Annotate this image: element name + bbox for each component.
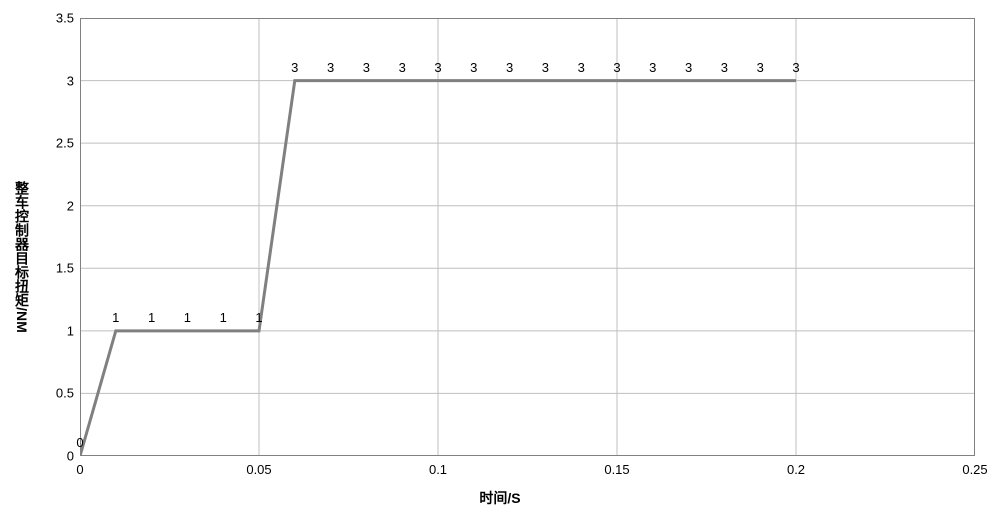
- data-point-label: 3: [470, 60, 477, 75]
- data-point-label: 3: [434, 60, 441, 75]
- x-tick-label: 0.15: [604, 462, 629, 477]
- y-tick-label: 1.5: [44, 261, 74, 276]
- x-axis-title: 时间/S: [479, 488, 520, 508]
- chart-container: 整车控制器目标扭矩/NM 时间/S 0 0.5 1 1.5 2 2.5 3 3.5 0 0.05 0…: [0, 0, 1000, 514]
- data-point-label: 1: [255, 310, 262, 325]
- data-point-label: 3: [685, 60, 692, 75]
- data-point-label: 3: [649, 60, 656, 75]
- x-tick-label: 0: [76, 462, 83, 477]
- plot-border: [80, 18, 975, 456]
- data-point-label: 3: [613, 60, 620, 75]
- y-tick-label: 3: [44, 73, 74, 88]
- x-tick-label: 0.25: [962, 462, 987, 477]
- data-point-label: 1: [220, 310, 227, 325]
- data-point-label: 1: [148, 310, 155, 325]
- y-tick-label: 0: [44, 449, 74, 464]
- data-point-label: 3: [399, 60, 406, 75]
- y-tick-label: 2: [44, 198, 74, 213]
- x-tick-label: 0.1: [429, 462, 447, 477]
- data-point-label: 1: [112, 310, 119, 325]
- y-tick-label: 1: [44, 323, 74, 338]
- data-point-label: 3: [327, 60, 334, 75]
- y-tick-label: 3.5: [44, 11, 74, 26]
- y-tick-label: 2.5: [44, 136, 74, 151]
- plot-svg: [80, 18, 975, 456]
- y-axis-title: 整车控制器目标扭矩/NM: [12, 181, 32, 333]
- data-point-label: 3: [291, 60, 298, 75]
- x-tick-label: 0.05: [246, 462, 271, 477]
- data-point-label: 0: [76, 435, 83, 450]
- data-point-label: 3: [363, 60, 370, 75]
- plot-area: [80, 18, 975, 456]
- data-point-label: 3: [578, 60, 585, 75]
- data-point-label: 3: [792, 60, 799, 75]
- data-point-label: 3: [506, 60, 513, 75]
- data-point-label: 1: [184, 310, 191, 325]
- x-tick-label: 0.2: [787, 462, 805, 477]
- y-tick-label: 0.5: [44, 386, 74, 401]
- data-point-label: 3: [757, 60, 764, 75]
- data-point-label: 3: [721, 60, 728, 75]
- data-point-label: 3: [542, 60, 549, 75]
